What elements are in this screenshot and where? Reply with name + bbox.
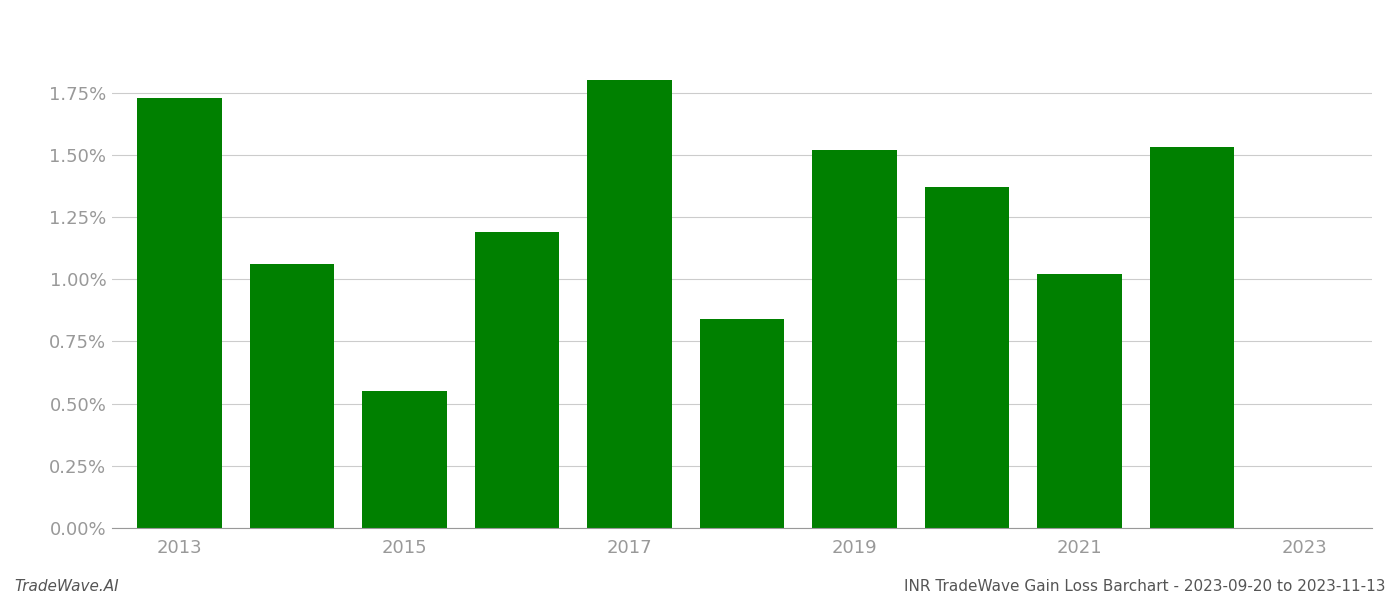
Bar [137, 98, 221, 528]
Bar [1149, 148, 1235, 528]
Bar [1037, 274, 1121, 528]
Bar [812, 150, 896, 528]
Text: TradeWave.AI: TradeWave.AI [14, 579, 119, 594]
Bar [475, 232, 559, 528]
Bar [249, 264, 335, 528]
Bar [925, 187, 1009, 528]
Text: INR TradeWave Gain Loss Barchart - 2023-09-20 to 2023-11-13: INR TradeWave Gain Loss Barchart - 2023-… [904, 579, 1386, 594]
Bar [700, 319, 784, 528]
Bar [588, 80, 672, 528]
Bar [363, 391, 447, 528]
